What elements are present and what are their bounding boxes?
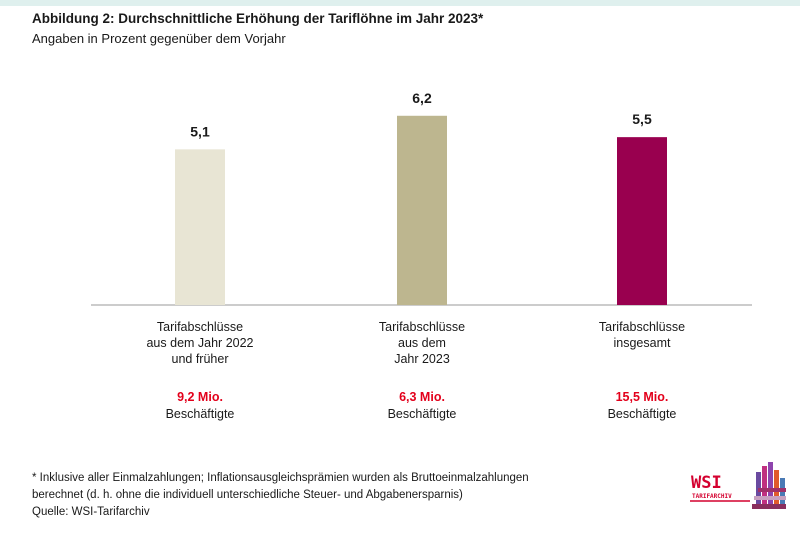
employees-note-2: 6,3 Mio. Beschäftigte <box>337 389 507 423</box>
employees-count: 15,5 Mio. <box>615 390 669 404</box>
logo-subtitle: TARIFARCHIV <box>692 493 732 500</box>
bar-value-label: 5,1 <box>190 123 210 139</box>
employees-note-1: 9,2 Mio. Beschäftigte <box>115 389 285 423</box>
employees-note-3: 15,5 Mio. Beschäftigte <box>557 389 727 423</box>
wsi-logo: WSI TARIFARCHIV <box>690 462 786 509</box>
employees-label: Beschäftigte <box>387 407 457 421</box>
bar <box>175 149 225 305</box>
footnote: * Inklusive aller Einmalzahlungen; Infla… <box>32 470 529 521</box>
footnote-line: * Inklusive aller Einmalzahlungen; Infla… <box>32 472 529 484</box>
bar-value-label: 5,5 <box>632 111 652 127</box>
employees-label: Beschäftigte <box>607 407 677 421</box>
chart-subtitle: Angaben in Prozent gegenüber dem Vorjahr <box>32 31 286 46</box>
employees-label: Beschäftigte <box>165 407 235 421</box>
bar-value-label: 6,2 <box>412 90 432 106</box>
employees-count: 9,2 Mio. <box>177 390 223 404</box>
category-label-2: Tarifabschlüsse aus dem Jahr 2023 <box>378 320 466 366</box>
category-label-1: Tarifabschlüsse aus dem Jahr 2022 und fr… <box>146 320 254 366</box>
logo-wordmark: WSI <box>691 473 722 493</box>
source-note: Quelle: WSI-Tarifarchiv <box>32 506 150 518</box>
top-accent-bar <box>0 0 800 6</box>
footnote-line: berechnet (d. h. ohne die individuell un… <box>32 489 463 501</box>
category-label-3: Tarifabschlüsse insgesamt <box>598 320 686 350</box>
employees-count: 6,3 Mio. <box>399 390 445 404</box>
logo-bars-graphic <box>752 462 786 509</box>
bar <box>397 115 447 305</box>
chart-title: Abbildung 2: Durchschnittliche Erhöhung … <box>32 11 484 26</box>
bar <box>617 137 667 305</box>
